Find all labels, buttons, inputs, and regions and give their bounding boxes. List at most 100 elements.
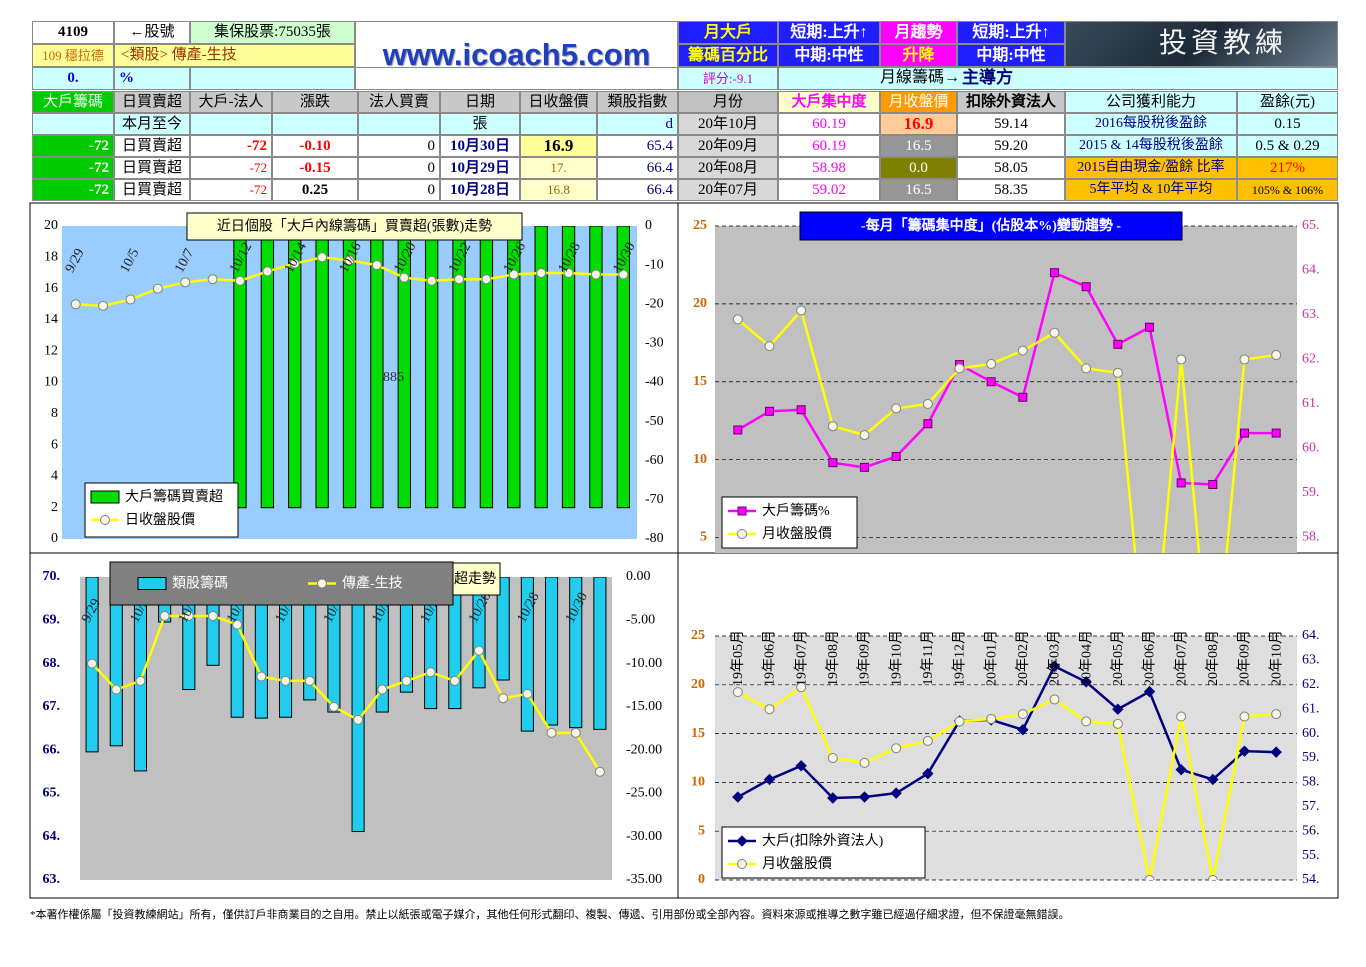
table-cell: 張 xyxy=(440,113,520,135)
y2-tick-label: 60. xyxy=(1302,726,1320,741)
marker xyxy=(1017,345,1028,356)
y2-tick-label: -10 xyxy=(645,257,664,272)
y2-tick-label: 63. xyxy=(1302,307,1320,322)
table-cell: 20年07月 xyxy=(678,179,778,201)
line xyxy=(737,664,1277,800)
table-cell: 5年平均 & 10年平均 xyxy=(1065,179,1237,201)
x-tick-label: 19年05月 xyxy=(730,630,746,686)
marker xyxy=(498,693,509,704)
marker xyxy=(474,645,484,656)
marker xyxy=(590,269,601,280)
table-cell: -72 xyxy=(32,179,114,201)
marker xyxy=(795,760,807,772)
marker xyxy=(1271,350,1282,361)
column-header: 日買賣超 xyxy=(114,91,190,113)
marker xyxy=(536,267,547,278)
legend-swatch xyxy=(90,490,120,504)
marker xyxy=(563,267,574,278)
line xyxy=(737,270,1277,486)
table-cell: 日買賣超 xyxy=(114,157,190,179)
bar xyxy=(496,577,510,681)
table-cell: 59.20 xyxy=(957,135,1065,157)
y2-tick-label: 56. xyxy=(1302,823,1320,838)
y-tick-label: 2 xyxy=(51,500,58,515)
x-tick-label: 20年02月 xyxy=(1015,630,1031,686)
marker xyxy=(481,274,492,285)
column-header: 大戶-法人 xyxy=(190,91,272,113)
y2-tick-label: 59. xyxy=(1302,750,1320,765)
table-cell xyxy=(272,113,358,135)
marker xyxy=(1270,746,1282,758)
marker xyxy=(594,766,605,777)
marker xyxy=(1176,478,1186,488)
y-tick-label: 20 xyxy=(44,218,58,233)
marker xyxy=(1018,392,1028,402)
x-tick-label: 20年05月 xyxy=(1110,630,1126,686)
legend-box xyxy=(721,496,858,549)
marker xyxy=(1175,764,1187,776)
marker xyxy=(1176,354,1187,365)
marker xyxy=(954,363,965,374)
table-cell: 0.5 & 0.29 xyxy=(1237,135,1338,157)
table-cell: -72 xyxy=(190,135,272,157)
code-label: ←股號 xyxy=(114,21,190,44)
y-tick-label: 15 xyxy=(691,726,705,741)
marker xyxy=(986,377,996,387)
bar xyxy=(561,226,576,509)
bar xyxy=(399,577,413,693)
table-cell: 16.5 xyxy=(880,135,957,157)
legend-label: 類股籌碼 xyxy=(172,576,228,592)
x-tick-label: 20年10月 xyxy=(1268,630,1284,686)
series-group xyxy=(732,268,1282,553)
bar xyxy=(479,226,494,509)
marker xyxy=(1112,367,1123,378)
bar xyxy=(472,577,486,689)
column-header: 漲跌 xyxy=(272,91,358,113)
marker xyxy=(1049,327,1060,338)
x-tick-label: 19年08月 xyxy=(825,630,841,686)
y-tick-label: 0 xyxy=(698,872,705,887)
marker xyxy=(922,735,933,746)
monthly-holder: 籌碼百分比 xyxy=(678,44,778,67)
y2-tick-label: -15.00 xyxy=(626,699,662,714)
y2-tick-label: 64. xyxy=(1302,263,1320,278)
marker xyxy=(317,578,327,589)
marker xyxy=(1017,723,1029,736)
x-tick-label: 19年11月 xyxy=(920,630,936,685)
x-tick-label: 19年12月 xyxy=(952,630,968,686)
y2-tick-label: 64. xyxy=(1302,628,1320,643)
column-header: 大戶集中度 xyxy=(778,91,880,113)
marker xyxy=(1239,354,1250,365)
y2-tick-label: 59. xyxy=(1302,485,1320,500)
legend-label: 日收盤股價 xyxy=(125,511,195,528)
bar xyxy=(424,226,439,509)
footer: *本著作權係屬「投資教練網站」所有，僅供訂戶非商業目的之自用。禁止以紙張或電子媒… xyxy=(30,909,1070,921)
y-tick-label: 68. xyxy=(43,656,61,671)
marker xyxy=(763,773,776,786)
marker xyxy=(765,406,774,416)
monthly-holder: 月大戶 xyxy=(678,21,778,44)
table-cell xyxy=(32,113,114,135)
legend-label: 大戶籌碼% xyxy=(762,503,830,519)
bar xyxy=(303,577,317,701)
trend: 短期:上升↑ xyxy=(957,21,1065,44)
marker xyxy=(1112,718,1123,729)
table-cell: -72 xyxy=(190,179,272,201)
table-cell: 0 xyxy=(358,135,440,157)
bar xyxy=(133,577,147,772)
y2-tick-label: 0.00 xyxy=(626,569,651,584)
bar xyxy=(254,577,268,719)
series-group xyxy=(732,660,1282,880)
column-header: 日收盤價 xyxy=(520,91,597,113)
y-tick-label: 70. xyxy=(43,569,61,584)
marker xyxy=(618,269,629,280)
table-cell: 2015 & 14每股稅後盈餘 xyxy=(1065,135,1237,157)
column-header: 盈餘(元) xyxy=(1237,91,1338,113)
marker xyxy=(87,658,98,669)
legend-label: 月收盤股價 xyxy=(762,525,832,542)
y-tick-label: 63. xyxy=(43,872,61,887)
y-tick-label: 5 xyxy=(698,823,705,838)
bar xyxy=(315,226,329,509)
marker xyxy=(1113,339,1123,349)
